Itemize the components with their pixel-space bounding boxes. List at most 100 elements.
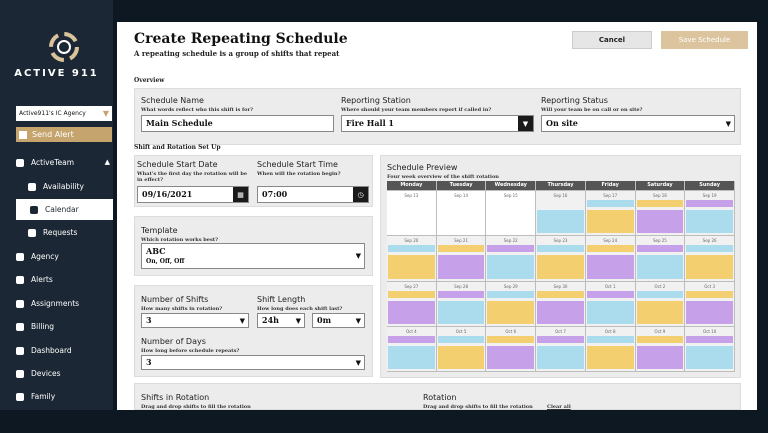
- day-cell: Sep 15: [486, 191, 536, 236]
- page-subtitle: A repeating schedule is a group of shift…: [134, 49, 340, 58]
- shift-block: [636, 345, 684, 369]
- menu-item[interactable]: Requests: [14, 222, 113, 243]
- menu-item[interactable]: Agency: [14, 246, 113, 267]
- shift-block: [487, 245, 535, 253]
- menu-item[interactable]: Alerts: [14, 269, 113, 290]
- menu-item[interactable]: Dashboard: [14, 340, 113, 361]
- field-hint: Drag and drop shifts to fill the rotatio…: [423, 404, 533, 410]
- menu-label: ActiveTeam: [31, 158, 75, 167]
- day-cell: Oct 7: [536, 326, 585, 371]
- menu-item[interactable]: Calendar: [16, 199, 113, 220]
- select-value: On site: [546, 118, 578, 128]
- shift-block: [537, 290, 584, 298]
- field-hint: How many shifts in rotation?: [141, 306, 223, 312]
- day-date: Oct 1: [604, 283, 616, 289]
- day-date: Sep 21: [454, 238, 468, 244]
- agency-select[interactable]: Active911's IC Agency ▼: [16, 106, 112, 121]
- weekday-header: Friday: [585, 181, 635, 190]
- station-select[interactable]: Fire Hall 1 ▼: [341, 115, 534, 132]
- day-date: Sep 25: [652, 238, 667, 244]
- menu-icon: [28, 229, 36, 237]
- menu-label: Devices: [31, 369, 61, 378]
- day-cell: Oct 9: [635, 326, 685, 371]
- field-label: Shift Length: [257, 295, 306, 304]
- clock-icon[interactable]: ◷: [353, 187, 368, 202]
- menu-item[interactable]: Availability: [14, 176, 113, 197]
- day-cell: Sep 13: [387, 191, 436, 236]
- template-detail: On, Off, Off: [146, 258, 185, 265]
- cancel-button[interactable]: Cancel: [572, 31, 652, 49]
- page-title: Create Repeating Schedule: [134, 31, 348, 47]
- save-button[interactable]: Save Schedule: [661, 31, 748, 49]
- schedule-name-input[interactable]: Main Schedule: [141, 115, 334, 132]
- day-cell: Sep 22: [486, 236, 536, 281]
- field-hint: Drag and drop shifts to fill the rotatio…: [141, 404, 251, 410]
- day-date: Sep 17: [603, 193, 618, 198]
- shift-block: [636, 255, 684, 279]
- field-label: Number of Days: [141, 337, 206, 346]
- field-hint: Will your team be on call or on site?: [541, 107, 643, 113]
- shift-block: [487, 345, 535, 369]
- select-value: ABC: [146, 246, 166, 256]
- dropdown-arrow: ▼: [102, 109, 109, 118]
- day-cell: Oct 1: [585, 281, 635, 326]
- shift-block: [586, 255, 634, 279]
- day-date: Oct 2: [654, 283, 666, 289]
- start-time-input[interactable]: 07:00 ◷: [257, 186, 369, 203]
- calendar-grid: Monday Tuesday Wednesday Thursday Friday Satu…: [387, 181, 735, 372]
- select-value: 24h: [262, 315, 279, 325]
- shift-block: [537, 210, 584, 234]
- day-cell: Sep 24: [585, 236, 635, 281]
- weekday-header: Sunday: [685, 181, 734, 190]
- template-select[interactable]: ABC On, Off, Off ▼: [141, 243, 365, 269]
- shift-block: [686, 290, 733, 298]
- shift-block: [686, 245, 733, 253]
- shift-block: [636, 245, 684, 253]
- menu-item[interactable]: Devices: [14, 363, 113, 384]
- calendar-icon[interactable]: ▦: [233, 187, 248, 202]
- start-date-input[interactable]: 09/16/2021 ▦: [137, 186, 249, 203]
- clear-all-link[interactable]: Clear all: [547, 404, 571, 410]
- shift-block: [388, 345, 435, 369]
- status-select[interactable]: On site ▼: [541, 115, 735, 132]
- day-date: Sep 27: [404, 283, 419, 289]
- day-date: Sep 29: [503, 283, 518, 289]
- shift-block: [586, 300, 634, 324]
- select-value: 3: [146, 315, 152, 325]
- rotation-box: [134, 383, 741, 410]
- menu-item[interactable]: ActiveTeam ▲: [14, 152, 113, 173]
- preview-subtitle: Four week overview of the shift rotation: [387, 174, 499, 180]
- minutes-select[interactable]: 0m ▼: [312, 313, 365, 328]
- select-value: 3: [146, 357, 152, 367]
- shift-block: [388, 255, 435, 279]
- day-cell: Sep 20: [387, 236, 436, 281]
- shift-block: [636, 300, 684, 324]
- field-label: Template: [141, 226, 178, 235]
- menu-icon: [16, 393, 24, 401]
- day-date: Sep 15: [503, 193, 518, 198]
- shift-block: [437, 290, 485, 298]
- shift-block: [537, 335, 584, 343]
- menu-label: Dashboard: [31, 346, 72, 355]
- menu-label: Assignments: [31, 299, 80, 308]
- day-date: Oct 5: [455, 328, 467, 334]
- field-label: Rotation: [423, 393, 457, 402]
- hours-select[interactable]: 24h ▼: [257, 313, 305, 328]
- menu-item[interactable]: Assignments: [14, 293, 113, 314]
- day-cell: Sep 26: [685, 236, 734, 281]
- menu-icon: [30, 206, 38, 214]
- menu-item[interactable]: Family: [14, 386, 113, 407]
- shift-block: [437, 255, 485, 279]
- days-select[interactable]: 3 ▼: [141, 355, 365, 370]
- menu-label: Alerts: [31, 275, 53, 284]
- weekday-header: Wednesday: [486, 181, 536, 190]
- alert-icon: [19, 131, 27, 139]
- dropdown-arrow: ▼: [355, 316, 361, 325]
- menu-item[interactable]: Billing: [14, 316, 113, 337]
- send-alert-button[interactable]: Send Alert: [16, 127, 112, 142]
- shifts-select[interactable]: 3 ▼: [141, 313, 249, 328]
- shift-block: [388, 300, 435, 324]
- menu-label: Agency: [31, 252, 59, 261]
- field-label: Schedule Start Date: [137, 160, 218, 169]
- shift-block: [437, 300, 485, 324]
